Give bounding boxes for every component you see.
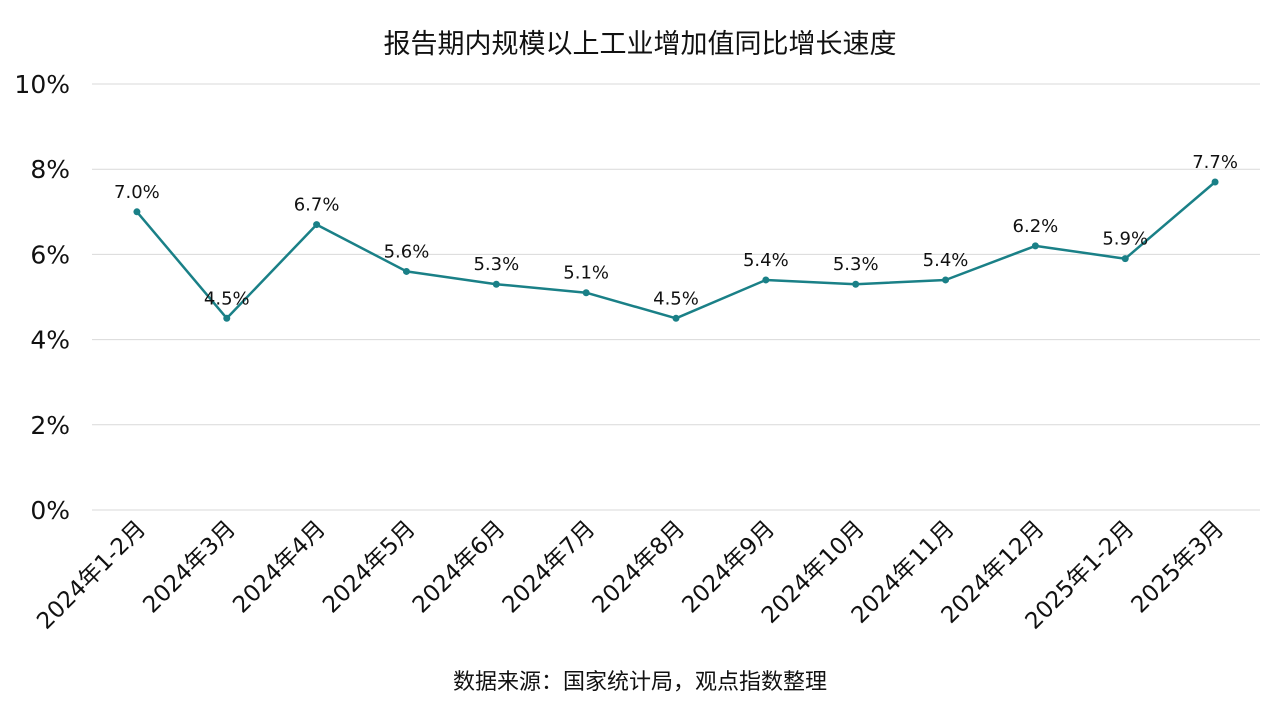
data-label: 7.7%	[1192, 152, 1238, 173]
x-tick-label: 2024年7月	[498, 516, 601, 619]
data-point	[223, 314, 231, 322]
data-label: 5.4%	[923, 250, 969, 271]
data-point	[852, 280, 860, 288]
data-label: 5.3%	[833, 254, 879, 275]
data-label: 5.9%	[1102, 229, 1148, 250]
data-point	[1031, 242, 1039, 250]
data-label: 6.2%	[1013, 216, 1059, 237]
x-tick-label: 2024年4月	[228, 516, 331, 619]
data-label: 6.7%	[294, 195, 340, 216]
data-point	[942, 276, 950, 284]
y-tick-label: 6%	[30, 240, 70, 269]
data-point	[133, 208, 141, 216]
data-label: 5.1%	[563, 263, 609, 284]
x-tick-label: 2024年1-2月	[32, 516, 151, 635]
data-point	[313, 221, 321, 229]
data-point	[492, 280, 500, 288]
y-tick-label: 2%	[30, 411, 70, 440]
x-tick-label: 2024年6月	[408, 516, 511, 619]
y-tick-label: 8%	[30, 155, 70, 184]
y-tick-label: 4%	[30, 326, 70, 355]
source-note: 数据来源：国家统计局，观点指数整理	[452, 670, 827, 695]
data-point	[1121, 255, 1129, 263]
data-label: 5.3%	[473, 254, 519, 275]
data-point	[402, 267, 410, 275]
x-tick-label: 2025年3月	[1127, 516, 1230, 619]
x-tick-label: 2024年8月	[588, 516, 691, 619]
chart-title: 报告期内规模以上工业增加值同比增长速度	[383, 29, 897, 60]
data-label: 7.0%	[114, 182, 160, 203]
data-label: 5.4%	[743, 250, 789, 271]
x-tick-label: 2024年5月	[318, 516, 421, 619]
data-label: 4.5%	[653, 288, 699, 309]
data-point	[582, 289, 590, 297]
data-label: 5.6%	[384, 241, 430, 262]
data-point	[1211, 178, 1219, 186]
data-label: 4.5%	[204, 288, 250, 309]
data-point	[672, 314, 680, 322]
x-tick-label: 2024年3月	[138, 516, 241, 619]
data-point	[762, 276, 770, 284]
y-tick-label: 10%	[14, 70, 70, 99]
y-tick-label: 0%	[30, 496, 70, 525]
